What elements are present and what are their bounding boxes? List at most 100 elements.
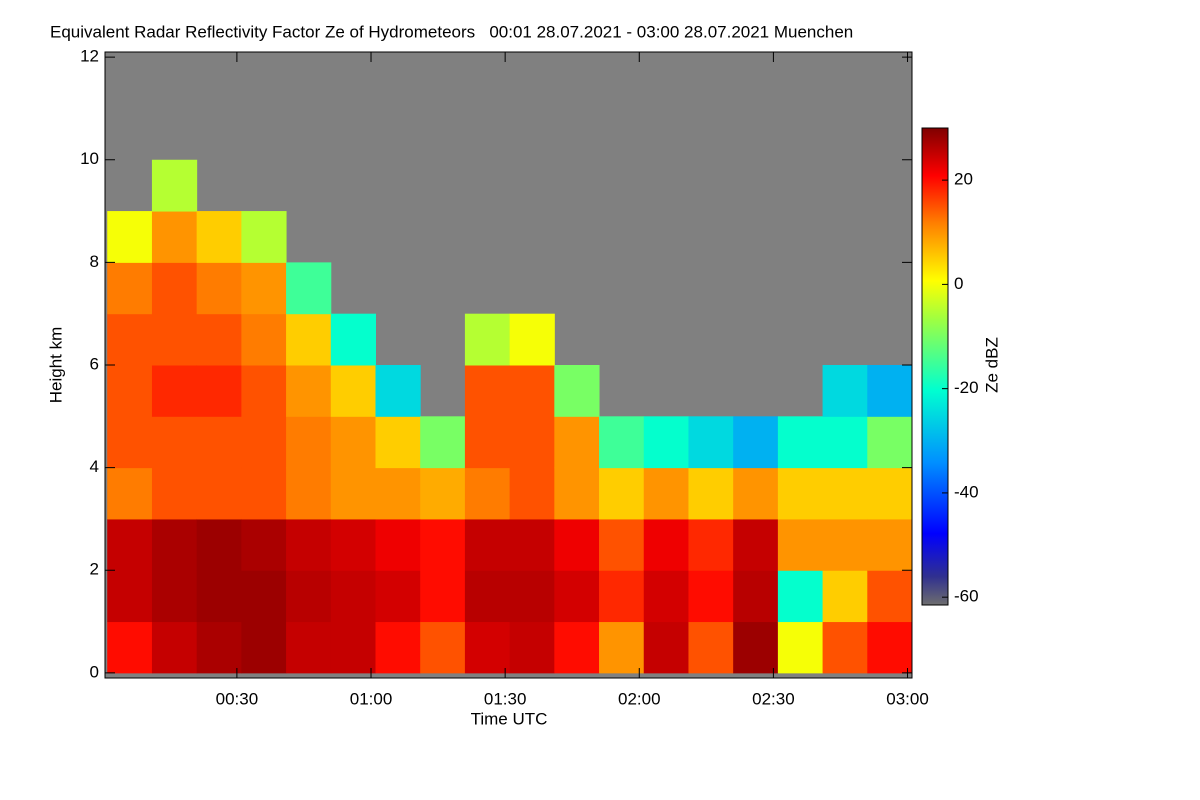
heatmap-cell	[509, 570, 555, 623]
heatmap-cell	[822, 570, 868, 623]
x-axis-label: Time UTC	[471, 709, 548, 728]
heatmap-cell	[107, 570, 153, 623]
heatmap-cell	[822, 467, 868, 520]
heatmap-cell	[107, 621, 153, 674]
colorbar-tick-label: -40	[954, 482, 979, 501]
heatmap-cell	[330, 365, 376, 417]
heatmap-cell	[509, 518, 555, 571]
y-tick-label: 10	[80, 149, 99, 168]
y-tick-label: 2	[90, 560, 99, 579]
heatmap-cell	[375, 621, 421, 674]
heatmap-cell	[151, 211, 198, 263]
heatmap-cell	[420, 570, 466, 623]
x-tick-label: 00:30	[216, 689, 259, 708]
x-tick-label: 03:00	[886, 689, 929, 708]
heatmap-cell	[688, 570, 734, 623]
heatmap-cell	[733, 518, 779, 571]
heatmap-cell	[688, 467, 734, 520]
heatmap-cell	[464, 467, 511, 520]
heatmap-cell	[375, 365, 421, 417]
heatmap-cell	[151, 416, 198, 469]
heatmap-cell	[151, 518, 198, 571]
y-tick-label: 4	[90, 457, 99, 476]
heatmap-cell	[509, 416, 555, 469]
heatmap-cell	[330, 313, 376, 366]
chart-title: Equivalent Radar Reflectivity Factor Ze …	[50, 22, 853, 41]
heatmap-cell	[464, 313, 511, 366]
x-tick-label: 01:30	[484, 689, 527, 708]
heatmap-cell	[241, 467, 287, 520]
heatmap-cell	[822, 365, 868, 417]
heatmap-cell	[867, 570, 912, 623]
heatmap-cell	[151, 365, 198, 417]
heatmap-cell	[107, 365, 153, 417]
heatmap-cell	[733, 570, 779, 623]
y-tick-label: 6	[90, 354, 99, 373]
colorbar-tick-label: -20	[954, 378, 979, 397]
heatmap-cell	[464, 570, 511, 623]
heatmap-cell	[151, 313, 198, 366]
heatmap-cell	[286, 416, 332, 469]
colorbar-tick-label: 0	[954, 274, 963, 293]
heatmap-cell	[554, 621, 600, 674]
heatmap-cell	[777, 467, 824, 520]
heatmap-cell	[330, 467, 376, 520]
heatmap-cell	[777, 518, 824, 571]
heatmap-cell	[151, 262, 198, 315]
heatmap-cell	[643, 570, 689, 623]
x-tick-label: 02:00	[618, 689, 661, 708]
heatmap-cell	[241, 518, 287, 571]
heatmap-cell	[509, 467, 555, 520]
heatmap-cell	[822, 518, 868, 571]
heatmap-cell	[688, 621, 734, 674]
heatmap-cell	[151, 467, 198, 520]
heatmap-cell	[599, 416, 645, 469]
heatmap-cell	[554, 518, 600, 571]
heatmap-cell	[867, 467, 912, 520]
heatmap-cell	[241, 313, 287, 366]
heatmap-cell	[241, 262, 287, 315]
heatmap-cell	[241, 365, 287, 417]
heatmap-cell	[286, 365, 332, 417]
heatmap-cell	[777, 621, 824, 674]
heatmap-cell	[464, 365, 511, 417]
heatmap-cell	[375, 570, 421, 623]
y-tick-label: 8	[90, 252, 99, 271]
heatmap-cell	[733, 467, 779, 520]
heatmap-cell	[241, 621, 287, 674]
heatmap-cell	[777, 570, 824, 623]
colorbar-label: Ze dBZ	[982, 337, 1001, 393]
heatmap-cell	[107, 262, 153, 315]
heatmap-cell	[241, 416, 287, 469]
heatmap-cell	[107, 313, 153, 366]
heatmap-cell	[867, 518, 912, 571]
heatmap-cell	[286, 262, 332, 315]
heatmap-cell	[420, 416, 466, 469]
heatmap-cell	[196, 416, 242, 469]
heatmap-cell	[554, 365, 600, 417]
heatmap-cell	[196, 518, 242, 571]
heatmap-cell	[554, 570, 600, 623]
heatmap-cell	[330, 416, 376, 469]
y-tick-label: 12	[80, 47, 99, 66]
heatmap-cell	[151, 621, 198, 674]
heatmap-cell	[151, 159, 198, 212]
heatmap-cell	[822, 416, 868, 469]
heatmap-cell	[241, 570, 287, 623]
x-tick-label: 01:00	[350, 689, 393, 708]
heatmap-cell	[420, 518, 466, 571]
heatmap-cell	[196, 262, 242, 315]
heatmap-cell	[822, 621, 868, 674]
heatmap-cell	[151, 570, 198, 623]
heatmap-cell	[867, 621, 912, 674]
heatmap-cell	[599, 518, 645, 571]
x-tick-label: 02:30	[752, 689, 795, 708]
heatmap-cell	[107, 467, 153, 520]
heatmap-cell	[107, 416, 153, 469]
heatmap-cell	[286, 570, 332, 623]
heatmap-cell	[107, 518, 153, 571]
heatmap-cell	[464, 518, 511, 571]
heatmap-cell	[509, 365, 555, 417]
heatmap-cell	[688, 518, 734, 571]
